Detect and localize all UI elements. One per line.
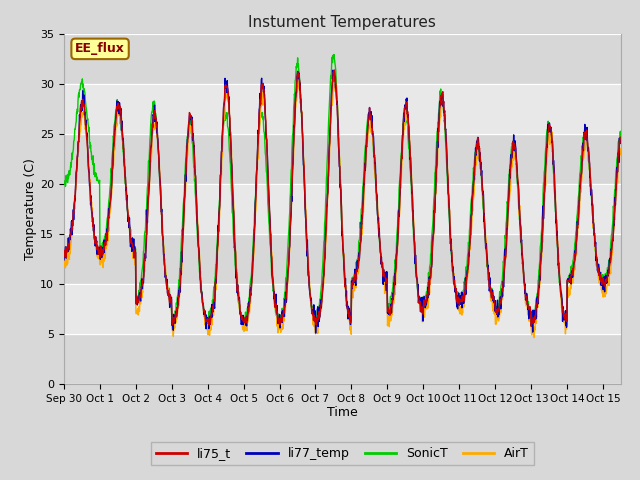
AirT [508, 168, 515, 173]
Bar [64, 134, 621, 184]
Bar [64, 234, 621, 284]
AirT [601, 287, 609, 293]
Line: li77_temp: li77_temp [64, 70, 621, 333]
li75_t [60, 253, 68, 259]
li75_t [330, 67, 338, 73]
li75_t [526, 304, 534, 310]
AirT [104, 227, 112, 233]
Bar [64, 334, 621, 384]
li77_temp [116, 101, 124, 107]
li75_t [617, 134, 625, 140]
li75_t [269, 279, 277, 285]
Text: EE_flux: EE_flux [75, 42, 125, 55]
li75_t [601, 283, 609, 289]
Bar [64, 34, 621, 84]
AirT [269, 276, 277, 282]
Y-axis label: Temperature (C): Temperature (C) [24, 158, 37, 260]
AirT [531, 335, 538, 340]
SonicT [617, 136, 625, 142]
li75_t [104, 225, 112, 230]
li77_temp [104, 222, 112, 228]
li77_temp [269, 279, 277, 285]
Title: Instument Temperatures: Instument Temperatures [248, 15, 436, 30]
SonicT [269, 288, 277, 294]
li77_temp [60, 257, 68, 263]
SonicT [526, 310, 534, 315]
SonicT [104, 213, 112, 219]
li77_temp [601, 289, 609, 295]
li75_t [508, 156, 515, 162]
Line: SonicT: SonicT [64, 55, 621, 326]
li77_temp [312, 330, 319, 336]
li77_temp [526, 311, 534, 317]
Line: AirT: AirT [64, 78, 621, 337]
li75_t [527, 324, 535, 329]
AirT [60, 264, 68, 270]
SonicT [330, 52, 338, 58]
Legend: li75_t, li77_temp, SonicT, AirT: li75_t, li77_temp, SonicT, AirT [151, 443, 534, 465]
AirT [526, 313, 534, 319]
SonicT [508, 144, 515, 150]
li75_t [116, 103, 124, 109]
li77_temp [617, 137, 625, 143]
li77_temp [508, 155, 516, 160]
AirT [330, 75, 338, 81]
X-axis label: Time: Time [327, 407, 358, 420]
li77_temp [329, 67, 337, 73]
AirT [617, 150, 625, 156]
Line: li75_t: li75_t [64, 70, 621, 326]
SonicT [601, 278, 609, 284]
SonicT [528, 323, 536, 329]
AirT [116, 108, 124, 113]
SonicT [60, 181, 68, 187]
SonicT [116, 104, 124, 110]
